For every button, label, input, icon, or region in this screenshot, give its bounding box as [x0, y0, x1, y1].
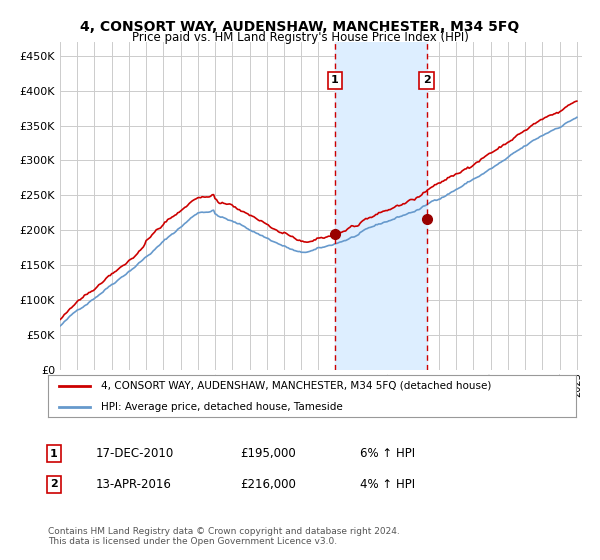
Text: 4% ↑ HPI: 4% ↑ HPI: [360, 478, 415, 491]
Text: Contains HM Land Registry data © Crown copyright and database right 2024.
This d: Contains HM Land Registry data © Crown c…: [48, 526, 400, 546]
Text: 1: 1: [50, 449, 58, 459]
Text: 1: 1: [331, 76, 339, 85]
Bar: [335, 42, 427, 370]
Text: 4, CONSORT WAY, AUDENSHAW, MANCHESTER, M34 5FQ: 4, CONSORT WAY, AUDENSHAW, MANCHESTER, M…: [80, 20, 520, 34]
Text: 13-APR-2016: 13-APR-2016: [96, 478, 172, 491]
Text: 6% ↑ HPI: 6% ↑ HPI: [360, 447, 415, 460]
Text: 2: 2: [423, 76, 430, 85]
Text: 4, CONSORT WAY, AUDENSHAW, MANCHESTER, M34 5FQ (detached house): 4, CONSORT WAY, AUDENSHAW, MANCHESTER, M…: [101, 381, 491, 391]
Text: 2: 2: [50, 479, 58, 489]
Text: Price paid vs. HM Land Registry's House Price Index (HPI): Price paid vs. HM Land Registry's House …: [131, 31, 469, 44]
Text: £216,000: £216,000: [240, 478, 296, 491]
Text: £195,000: £195,000: [240, 447, 296, 460]
Text: 17-DEC-2010: 17-DEC-2010: [96, 447, 174, 460]
Text: HPI: Average price, detached house, Tameside: HPI: Average price, detached house, Tame…: [101, 402, 343, 412]
